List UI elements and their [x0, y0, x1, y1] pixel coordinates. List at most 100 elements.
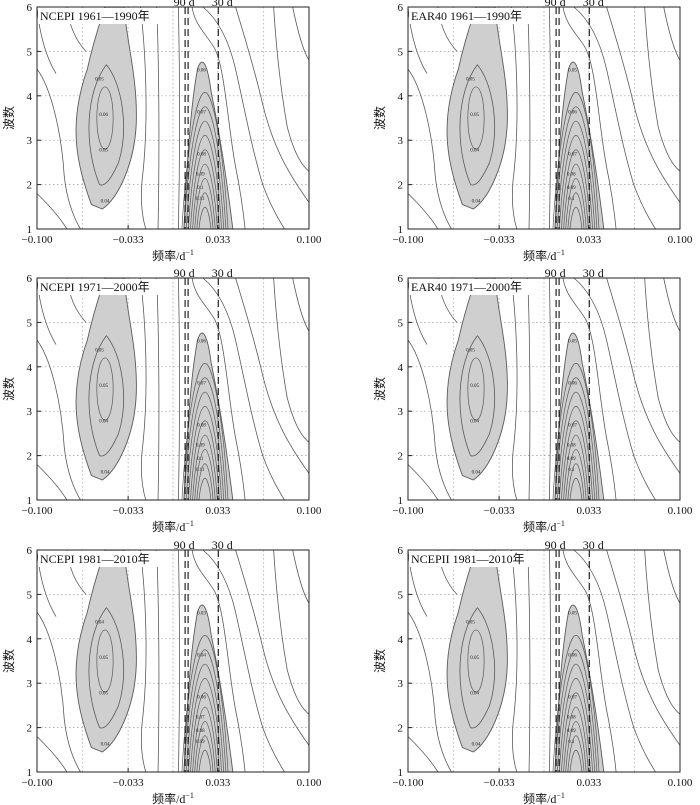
contour-east-8: [567, 735, 585, 773]
contour-background-3: [36, 6, 57, 74]
contour-east-5: [190, 149, 220, 230]
panel-label-background: [38, 551, 158, 567]
contour-background-12: [663, 6, 681, 61]
x-axis-label-text: 频率/d: [523, 248, 556, 263]
plot-frame: [36, 6, 310, 230]
y-tick-label: 5: [27, 46, 33, 58]
contour-value-label: 0.07: [568, 696, 577, 701]
y-axis-label: 波数: [1, 649, 16, 673]
contour-east-5: [561, 149, 591, 230]
y-tick-label: 5: [398, 317, 404, 329]
y-tick-label: 1: [398, 224, 404, 236]
contour-west-core: [467, 357, 485, 421]
x-tick-label: −0.033: [484, 777, 515, 789]
power-shade-east: [183, 61, 234, 230]
contour-east-4: [558, 678, 593, 773]
contour-value-label: 0.05: [466, 77, 475, 82]
contour-east-9: [198, 477, 212, 501]
y-tick-label: 3: [27, 678, 33, 690]
contour-background-7: [178, 277, 180, 501]
contour-east-3: [556, 391, 596, 501]
x-tick-label: 0.033: [577, 777, 602, 789]
contour-background-1: [407, 193, 439, 230]
plot-frame: [36, 549, 310, 773]
contour-value-label: 0.04: [470, 419, 479, 424]
contour-value-label: 0.04: [472, 742, 481, 747]
contour-value-label: 0.05: [95, 77, 104, 82]
contour-background-9: [573, 6, 656, 230]
contour-east-3: [185, 120, 225, 230]
period-label-30d: 30 d: [212, 0, 233, 9]
chart-panel-6: 0.05 0.05 0.04 0.04 0.05 0.06 0.07 0.08 0.09 0.1 9…: [372, 538, 693, 805]
y-tick-label: 3: [398, 678, 404, 690]
x-axis-label-exponent: −1: [185, 248, 194, 257]
x-axis-label-text: 频率/d: [523, 791, 556, 805]
chart-panel-1: 0.05 0.06 0.05 0.04 0.06 0.07 0.08 0.09 0.1 0.11 9…: [1, 0, 322, 263]
contour-background-9: [202, 549, 285, 773]
contour-west-core: [96, 357, 114, 421]
x-tick-label: 0.100: [668, 777, 693, 789]
contour-background-8: [191, 277, 246, 501]
panel-label: NCEPI 1971—2000年: [40, 280, 150, 294]
x-axis-label-text: 频率/d: [152, 519, 185, 534]
y-tick-label: 5: [27, 317, 33, 329]
period-label-90d: 90 d: [174, 266, 195, 280]
contour-east-6: [192, 163, 218, 230]
contour-east-2: [554, 106, 598, 230]
contour-value-label: 0.05: [568, 68, 577, 73]
contour-east-6: [192, 706, 218, 773]
x-tick-label: 0.100: [668, 234, 693, 246]
power-shade-west: [446, 6, 508, 210]
x-tick-label: −0.100: [22, 505, 53, 517]
y-tick-label: 1: [398, 495, 404, 507]
contour-background-2: [36, 339, 81, 501]
contour-east-6: [563, 434, 589, 501]
contour-background-1: [407, 736, 439, 773]
x-tick-label: 0.033: [206, 777, 231, 789]
contour-background-12: [663, 277, 681, 332]
contour-value-label: 0.05: [99, 691, 108, 696]
contour-east-4: [187, 678, 222, 773]
contour-east-7: [194, 178, 216, 230]
power-shade-east: [554, 332, 605, 501]
contour-value-label: 0.06: [197, 339, 206, 344]
contour-value-label: 0.05: [99, 148, 108, 153]
x-axis-label: 频率/d−1: [523, 791, 565, 805]
contour-east-8: [196, 192, 214, 230]
contour-background-6: [527, 549, 531, 773]
contour-background-9: [573, 549, 656, 773]
panel-label-background: [38, 279, 158, 295]
y-tick-label: 4: [398, 362, 404, 374]
contour-background-1: [36, 464, 68, 501]
contour-value-label: 0.07: [568, 153, 577, 158]
y-tick-label: 3: [27, 406, 33, 418]
chart-panel-4: 0.05 0.05 0.04 0.04 0.05 0.06 0.07 0.08 0.09 0.1 9…: [372, 266, 693, 534]
panel-label: NCEPI 1961—1990年: [40, 9, 150, 23]
contour-background-6: [156, 6, 160, 230]
contour-value-label: 0.06: [568, 654, 577, 659]
power-shade-west: [75, 277, 137, 481]
contour-background-7: [178, 6, 180, 230]
y-axis-label: 波数: [372, 649, 387, 673]
contour-background-2: [36, 68, 81, 230]
contour-value-label: 0.07: [196, 716, 205, 721]
contour-east-5: [190, 692, 220, 773]
plot-frame: [407, 549, 681, 773]
contour-east-2: [554, 649, 598, 773]
contour-background-7: [549, 277, 551, 501]
x-axis-label-text: 频率/d: [152, 791, 185, 805]
y-axis-label: 波数: [1, 106, 16, 130]
power-shade-west: [75, 6, 137, 210]
contour-value-label: 0.1: [568, 197, 575, 202]
power-shade-east: [183, 332, 234, 501]
contour-value-label: 0.08: [567, 173, 576, 178]
power-shade-east: [554, 604, 605, 773]
contour-east-4: [187, 406, 222, 501]
contour-value-label: 0.11: [196, 197, 205, 202]
period-label-30d: 30 d: [212, 266, 233, 280]
contour-value-label: 0.05: [470, 656, 479, 661]
power-shade-west: [446, 549, 508, 753]
x-tick-label: 0.100: [668, 505, 693, 517]
period-label-30d: 30 d: [583, 538, 604, 552]
contour-east-2: [554, 377, 598, 501]
